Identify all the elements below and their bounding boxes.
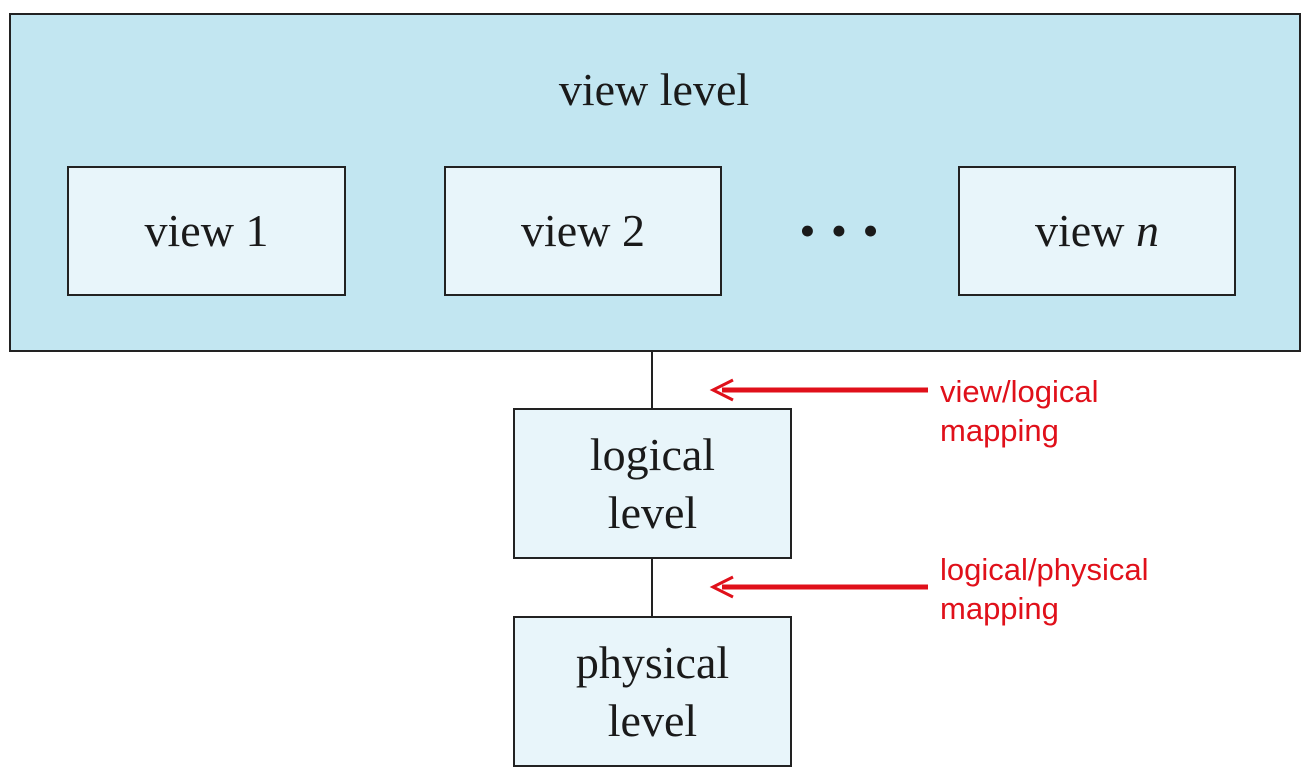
view-2-label: view 2 xyxy=(521,205,645,256)
view-n-box: view n xyxy=(958,166,1236,296)
view-1-box: view 1 xyxy=(67,166,346,296)
logical-physical-connector xyxy=(651,559,653,616)
view-logical-arrow xyxy=(709,378,928,402)
logical-level-box: logical level xyxy=(513,408,792,559)
view-1-label: view 1 xyxy=(144,205,269,256)
logical-physical-arrow xyxy=(709,575,928,599)
physical-level-box: physical level xyxy=(513,616,792,767)
logical-level-label: logical level xyxy=(589,428,716,538)
physical-level-label: physical level xyxy=(575,636,730,746)
view-level-title: view level xyxy=(558,64,750,115)
view-logical-connector xyxy=(651,350,653,408)
logical-physical-mapping-label: logical/physical mapping xyxy=(940,552,1149,626)
view-n-label: view n xyxy=(1035,205,1159,256)
view-ellipsis: • • • xyxy=(799,205,881,256)
view-logical-mapping-label: view/logical mapping xyxy=(940,374,1099,448)
view-2-box: view 2 xyxy=(444,166,722,296)
